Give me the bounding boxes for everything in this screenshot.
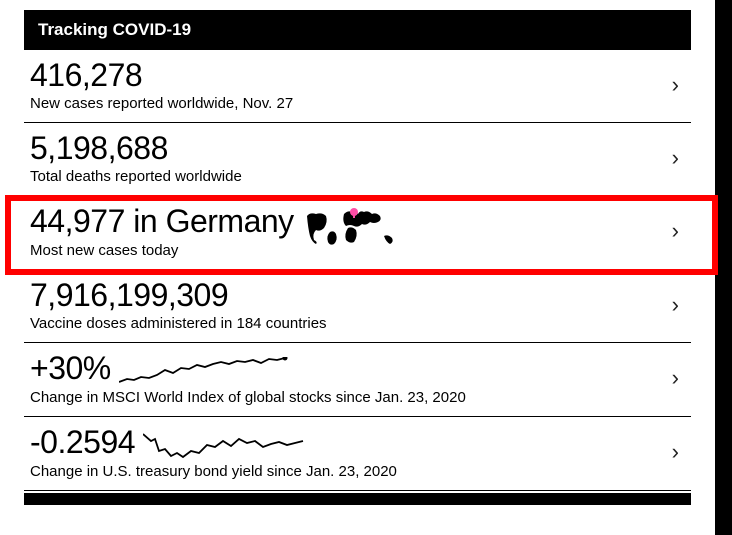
stat-label: Change in U.S. treasury bond yield since… <box>30 463 397 480</box>
chevron-right-icon: › <box>672 218 685 244</box>
widget-title: Tracking COVID-19 <box>38 20 191 39</box>
widget-footer-bar <box>24 493 691 505</box>
stat-value: 44,977 in Germany <box>30 204 294 239</box>
stat-value: 5,198,688 <box>30 131 242 166</box>
stat-label: Most new cases today <box>30 242 294 259</box>
chevron-right-icon: › <box>672 145 685 171</box>
stat-row-vaccine-doses[interactable]: 7,916,199,309 Vaccine doses administered… <box>24 270 691 343</box>
tracking-widget: Tracking COVID-19 416,278 New cases repo… <box>0 0 715 505</box>
stat-label: Change in MSCI World Index of global sto… <box>30 389 466 406</box>
chevron-right-icon: › <box>672 72 685 98</box>
widget-header: Tracking COVID-19 <box>24 10 691 50</box>
stat-label: Total deaths reported worldwide <box>30 168 242 185</box>
sparkline-msci <box>119 357 294 387</box>
chevron-right-icon: › <box>672 439 685 465</box>
sparkline-bond <box>143 431 313 461</box>
stat-row-new-cases[interactable]: 416,278 New cases reported worldwide, No… <box>24 50 691 123</box>
world-map-icon <box>302 204 402 248</box>
stat-label: Vaccine doses administered in 184 countr… <box>30 315 327 332</box>
stat-row-germany-cases[interactable]: 44,977 in Germany Most new cases today <box>24 196 691 269</box>
stat-label: New cases reported worldwide, Nov. 27 <box>30 95 293 112</box>
scrollbar[interactable] <box>715 0 732 535</box>
stat-row-bond-yield[interactable]: -0.2594 Change in U.S. treasury bond yie… <box>24 417 691 491</box>
stat-value: 416,278 <box>30 58 293 93</box>
stat-value: 7,916,199,309 <box>30 278 327 313</box>
stat-row-total-deaths[interactable]: 5,198,688 Total deaths reported worldwid… <box>24 123 691 196</box>
chevron-right-icon: › <box>672 365 685 391</box>
stat-value: +30% <box>30 351 111 386</box>
stat-value: -0.2594 <box>30 425 135 460</box>
chevron-right-icon: › <box>672 292 685 318</box>
stat-row-msci-index[interactable]: +30% Change in MSCI World Index of globa… <box>24 343 691 417</box>
